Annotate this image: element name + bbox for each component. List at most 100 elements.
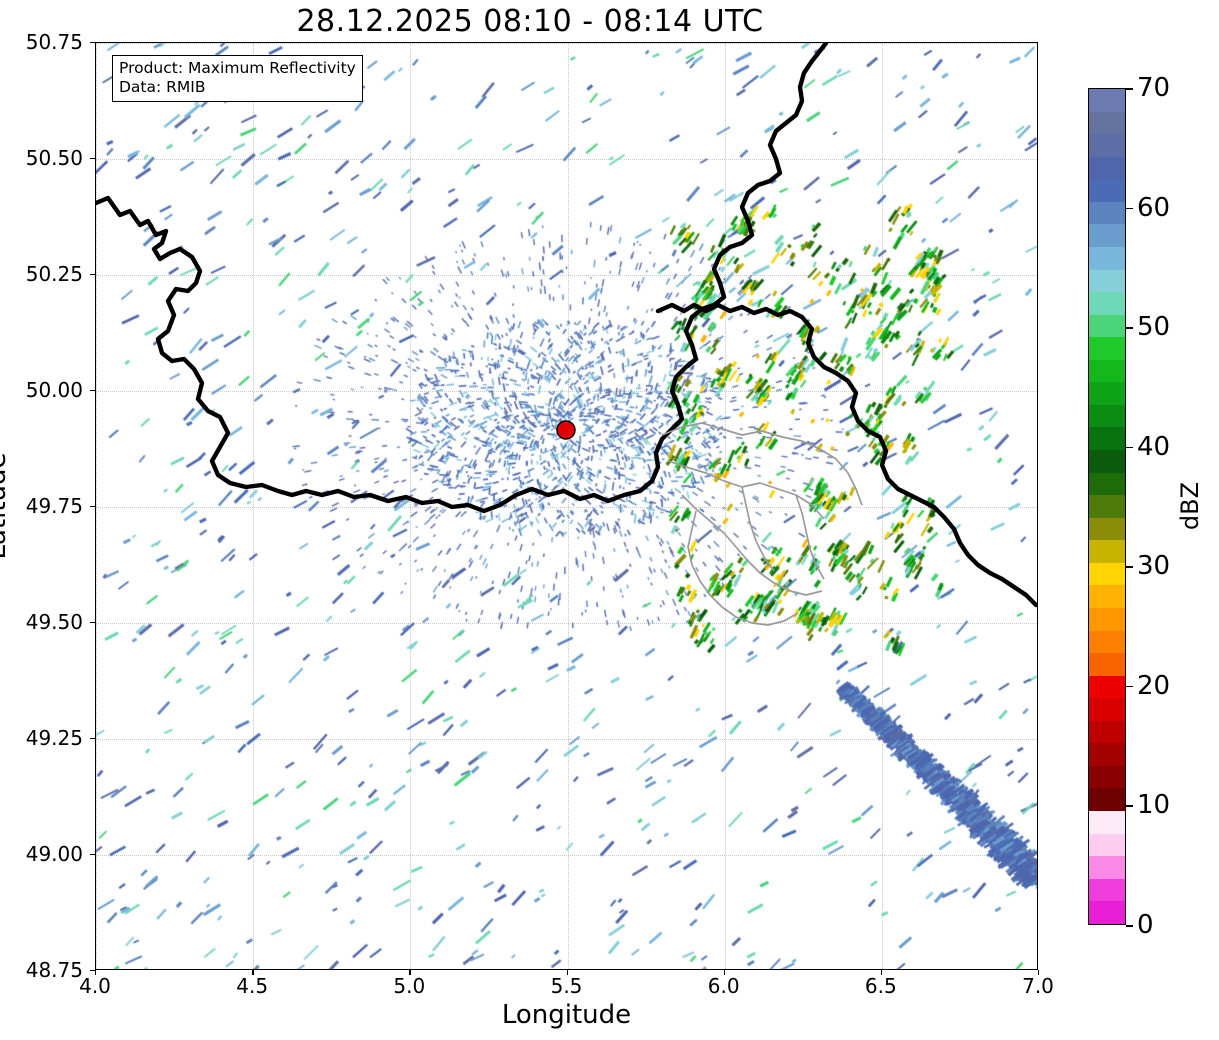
- colorbar-band: [1089, 743, 1125, 766]
- y-tick: [90, 158, 95, 160]
- x-tick: [252, 970, 254, 975]
- y-tick-label: 50.25: [25, 262, 83, 286]
- x-tick-label: 7.0: [1022, 974, 1054, 998]
- y-axis-label: Latitude: [0, 452, 12, 560]
- colorbar-band: [1089, 901, 1125, 924]
- x-tick-label: 5.0: [393, 974, 426, 998]
- colorbar-tick-label: 0: [1137, 910, 1154, 940]
- y-tick-label: 48.75: [25, 958, 83, 982]
- colorbar-band: [1089, 382, 1125, 405]
- colorbar-band: [1089, 562, 1125, 586]
- colorbar-band: [1089, 292, 1125, 315]
- colorbar-band: [1089, 517, 1125, 541]
- colorbar-band: [1089, 585, 1125, 608]
- colorbar-band: [1089, 224, 1125, 247]
- colorbar-tick-label: 70: [1137, 73, 1171, 103]
- map-axes[interactable]: Product: Maximum Reflectivity Data: RMIB: [95, 42, 1038, 970]
- info-product-line: Product: Maximum Reflectivity: [119, 59, 356, 77]
- colorbar-band: [1089, 314, 1125, 338]
- colorbar-tick: [1126, 805, 1133, 808]
- colorbar-band: [1089, 450, 1125, 473]
- colorbar-band: [1089, 269, 1125, 293]
- colorbar-band: [1089, 359, 1125, 383]
- info-legend-box: Product: Maximum Reflectivity Data: RMIB: [112, 55, 363, 102]
- colorbar-band: [1089, 720, 1125, 744]
- national-border: [96, 43, 829, 514]
- colorbar-band: [1089, 179, 1125, 202]
- reflectivity-echo-layer: [96, 43, 1037, 969]
- colorbar-band: [1089, 495, 1125, 518]
- x-tick-label: 4.0: [79, 974, 111, 998]
- x-tick-label: 6.5: [864, 974, 897, 998]
- colorbar-band: [1089, 540, 1125, 563]
- colorbar-tick-label: 10: [1137, 790, 1171, 821]
- x-tick: [1038, 970, 1040, 975]
- colorbar: [1088, 88, 1126, 925]
- colorbar-band: [1089, 698, 1125, 721]
- colorbar-tick: [1126, 207, 1133, 210]
- y-tick: [90, 506, 95, 508]
- colorbar-band: [1089, 337, 1125, 360]
- x-tick: [95, 970, 97, 975]
- administrative-border: [661, 422, 863, 506]
- colorbar-band: [1089, 472, 1125, 496]
- y-tick-label: 50.00: [25, 378, 83, 402]
- colorbar-band: [1089, 201, 1125, 225]
- administrative-border-2: [667, 460, 825, 520]
- y-tick: [90, 854, 95, 856]
- colorbar-band: [1089, 404, 1125, 428]
- colorbar-band: [1089, 427, 1125, 450]
- x-tick-label: 4.5: [236, 974, 269, 998]
- map-overlay: [96, 43, 1037, 626]
- colorbar-tick-label: 20: [1137, 670, 1171, 701]
- y-tick-label: 50.50: [25, 146, 83, 170]
- info-data-line: Data: RMIB: [119, 77, 206, 96]
- colorbar-tick: [1126, 925, 1133, 927]
- colorbar-tick: [1126, 566, 1133, 568]
- colorbar-tick-label: 30: [1137, 551, 1171, 582]
- colorbar-label: dBZ: [1176, 481, 1204, 531]
- administrative-border-3: [681, 494, 823, 596]
- x-tick: [566, 970, 568, 975]
- x-tick: [723, 970, 726, 975]
- colorbar-tick: [1126, 446, 1133, 449]
- y-tick-label: 49.25: [25, 726, 83, 750]
- y-tick: [90, 970, 95, 972]
- x-tick: [409, 970, 411, 975]
- x-tick-label: 6.0: [707, 974, 740, 998]
- colorbar-band: [1089, 811, 1125, 834]
- y-tick-label: 50.75: [25, 30, 83, 54]
- colorbar-band: [1089, 89, 1125, 112]
- colorbar-band: [1089, 134, 1125, 157]
- y-tick: [90, 622, 95, 624]
- colorbar-band: [1089, 856, 1125, 879]
- y-tick-label: 49.75: [25, 494, 83, 518]
- x-tick: [880, 970, 883, 975]
- colorbar-tick-label: 40: [1137, 431, 1171, 462]
- x-tick-label: 5.5: [550, 974, 583, 998]
- administrative-border-4: [687, 510, 799, 626]
- y-tick: [90, 738, 95, 740]
- colorbar-band: [1089, 675, 1125, 699]
- colorbar-band: [1089, 765, 1125, 789]
- national-border-east: [655, 302, 1037, 608]
- colorbar-gradient: [1088, 88, 1126, 925]
- colorbar-band: [1089, 653, 1125, 676]
- colorbar-band: [1089, 878, 1125, 902]
- colorbar-tick: [1126, 327, 1133, 329]
- colorbar-band: [1089, 788, 1125, 811]
- colorbar-tick-label: 50: [1137, 312, 1171, 343]
- y-tick: [90, 42, 95, 44]
- radar-site-marker[interactable]: [556, 420, 576, 440]
- colorbar-band: [1089, 607, 1125, 631]
- colorbar-band: [1089, 156, 1125, 180]
- colorbar-band: [1089, 111, 1125, 135]
- y-tick: [90, 390, 95, 392]
- colorbar-tick-label: 60: [1137, 192, 1171, 223]
- colorbar-tick: [1126, 88, 1133, 90]
- administrative-border-5: [741, 486, 775, 572]
- y-tick-label: 49.50: [25, 610, 83, 634]
- page-title: 28.12.2025 08:10 - 08:14 UTC: [296, 4, 764, 39]
- y-tick: [90, 274, 95, 276]
